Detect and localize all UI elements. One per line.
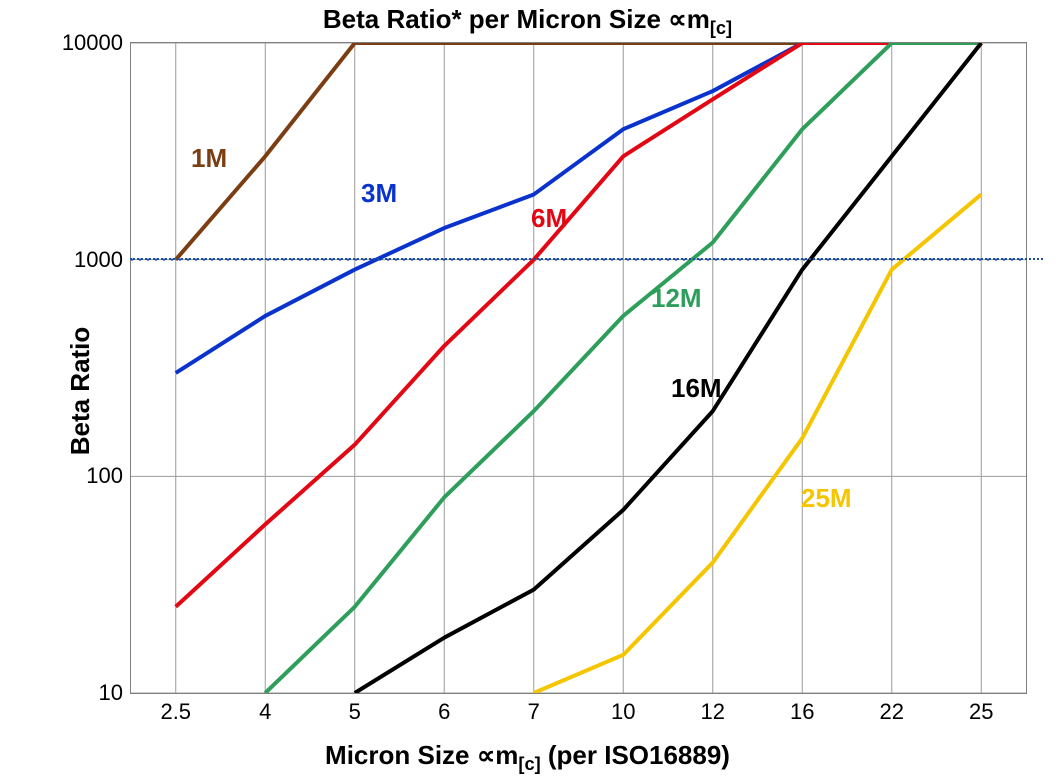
x-tick-label: 10 <box>611 693 635 725</box>
x-tick-label: 2.5 <box>160 693 191 725</box>
x-tick-label: 16 <box>790 693 814 725</box>
plot-area: 101001000100002.5456710121622251M3M6M12M… <box>130 42 1027 694</box>
series-label-16M: 16M <box>671 373 722 404</box>
x-tick-label: 5 <box>349 693 361 725</box>
series-line-25M <box>534 194 982 693</box>
x-tick-label: 22 <box>880 693 904 725</box>
x-tick-label: 4 <box>259 693 271 725</box>
series-label-3M: 3M <box>361 178 397 209</box>
reference-line-extension <box>130 258 1043 260</box>
series-label-6M: 6M <box>531 203 567 234</box>
y-tick-label: 10000 <box>62 30 131 56</box>
y-axis-label: Beta Ratio <box>65 326 96 455</box>
series-label-25M: 25M <box>801 483 852 514</box>
beta-ratio-chart: Beta Ratio* per Micron Size ∝m[c] Micron… <box>0 0 1055 781</box>
x-tick-label: 7 <box>528 693 540 725</box>
series-line-16M <box>355 43 982 693</box>
x-tick-label: 12 <box>701 693 725 725</box>
chart-title: Beta Ratio* per Micron Size ∝m[c] <box>0 4 1055 39</box>
series-label-1M: 1M <box>191 143 227 174</box>
series-label-12M: 12M <box>651 283 702 314</box>
x-tick-label: 6 <box>438 693 450 725</box>
y-tick-label: 100 <box>86 463 131 489</box>
y-tick-label: 10 <box>99 680 131 706</box>
x-tick-label: 25 <box>969 693 993 725</box>
x-axis-label: Micron Size ∝m[c] (per ISO16889) <box>0 740 1055 775</box>
y-tick-label: 1000 <box>74 247 131 273</box>
